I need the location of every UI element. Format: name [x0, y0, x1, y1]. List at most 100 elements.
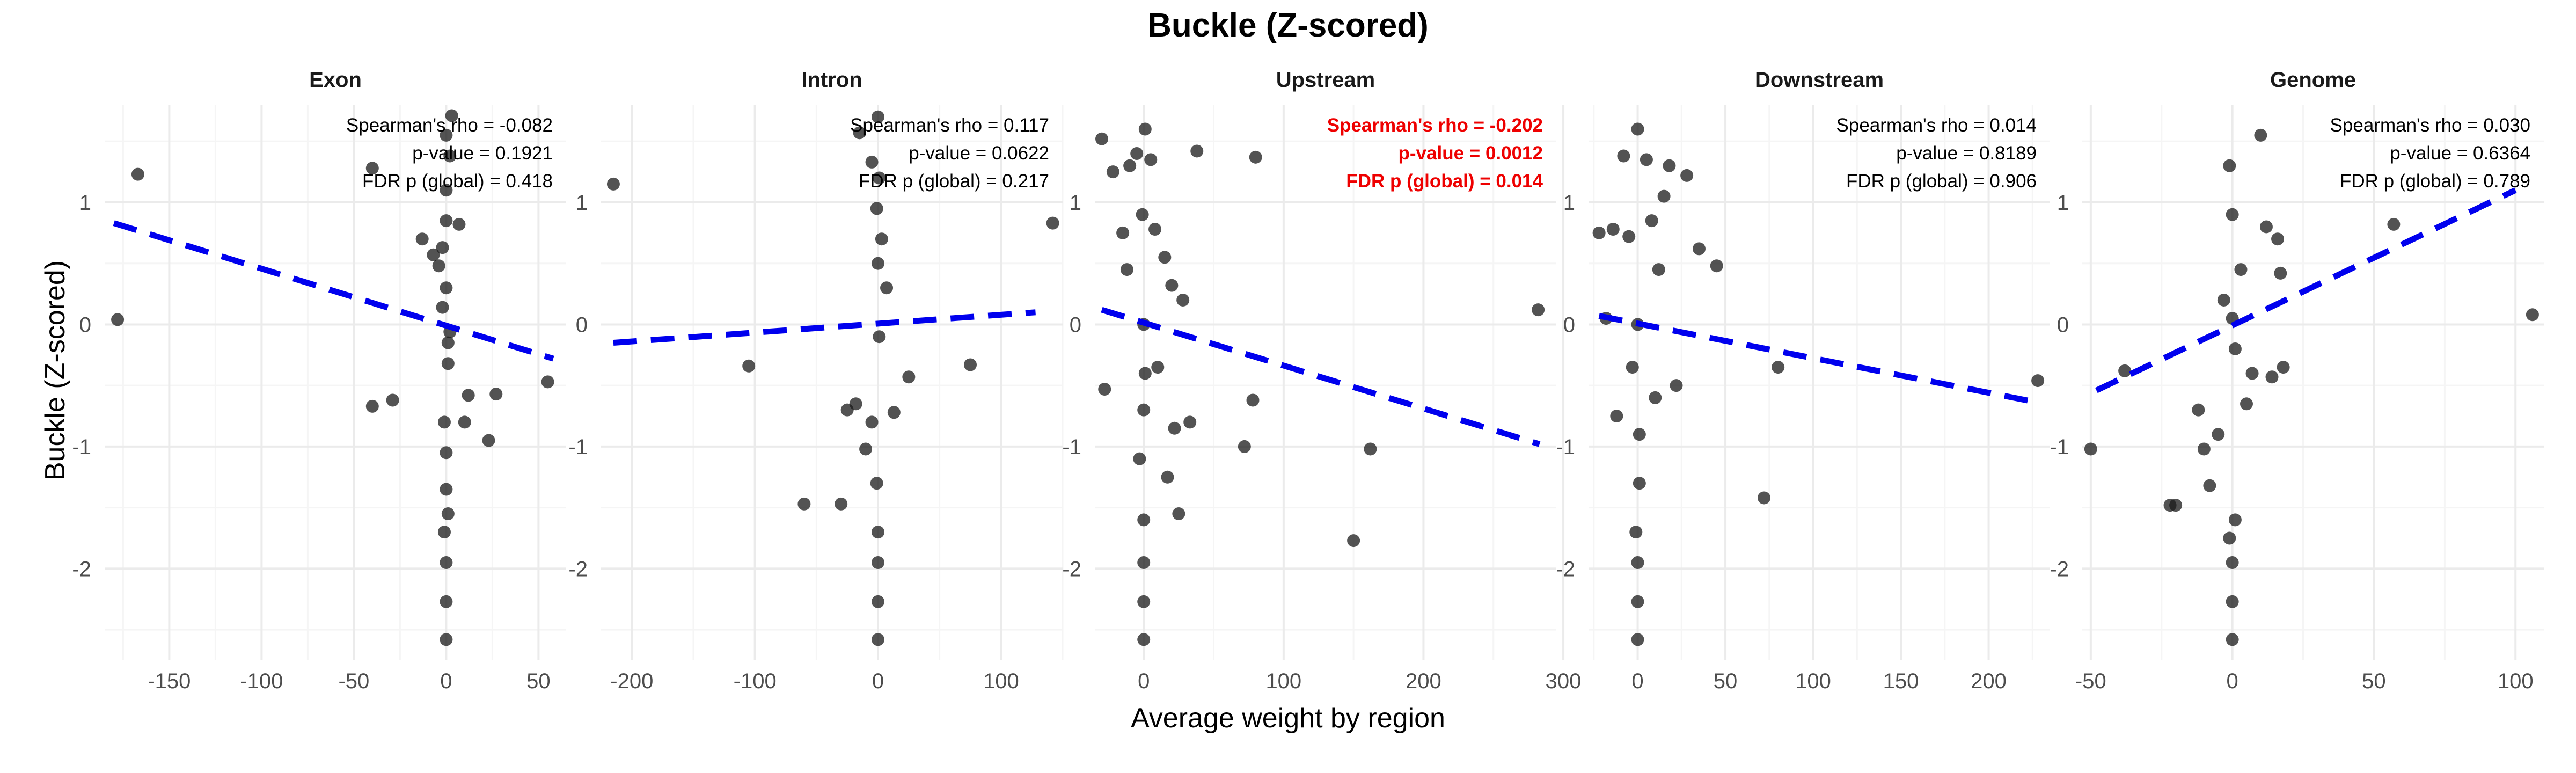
- data-point: [2217, 293, 2230, 307]
- data-point: [1133, 452, 1146, 465]
- data-point: [2197, 442, 2211, 456]
- panel-exon: -150 -100 -50 0 50 -2 -1 0 1 Exon Spearman's rho =…: [72, 68, 566, 693]
- data-point: [1772, 361, 1785, 374]
- data-point: [2259, 220, 2273, 234]
- data-point: [365, 162, 379, 175]
- y-tick-label: -2: [568, 557, 588, 581]
- x-tick-label: 100: [983, 669, 1019, 693]
- data-point: [872, 526, 884, 539]
- data-point: [1626, 361, 1639, 374]
- data-point: [902, 370, 916, 384]
- data-point: [859, 442, 873, 456]
- stats-line: FDR p (global) = 0.014: [1346, 171, 1543, 192]
- y-tick-label: -1: [72, 435, 91, 459]
- data-point: [2228, 513, 2242, 527]
- data-point: [427, 248, 440, 261]
- data-point: [1144, 153, 1158, 166]
- data-point: [1592, 226, 1606, 239]
- data-point: [2277, 361, 2290, 374]
- y-tick-label: 1: [576, 191, 588, 215]
- data-point: [365, 399, 379, 413]
- data-point: [1098, 383, 1111, 396]
- data-point: [441, 357, 455, 370]
- y-tick-label: -1: [1062, 435, 1081, 459]
- data-point: [872, 556, 884, 570]
- data-point: [1165, 279, 1179, 292]
- data-point: [1172, 507, 1185, 521]
- data-point: [2226, 556, 2239, 570]
- data-point: [440, 446, 453, 460]
- facet-title-downstream: Downstream: [1755, 68, 1884, 92]
- data-point: [872, 595, 884, 608]
- data-point: [1631, 633, 1644, 646]
- data-point: [1137, 556, 1151, 570]
- data-point: [415, 232, 429, 246]
- data-point: [437, 415, 451, 429]
- data-point: [440, 184, 453, 197]
- y-tick-label: 1: [1070, 191, 1081, 215]
- stats-line: Spearman's rho = -0.082: [346, 115, 553, 136]
- data-point: [1347, 534, 1360, 548]
- stats-line: p-value = 0.0622: [909, 143, 1049, 164]
- y-tick-label: -2: [1062, 557, 1081, 581]
- y-tick-label: -1: [1556, 435, 1575, 459]
- x-tick-label: 200: [1971, 669, 2007, 693]
- data-point: [1138, 122, 1152, 136]
- data-point: [1640, 153, 1653, 166]
- data-point: [2271, 232, 2285, 246]
- x-tick-label: 50: [2362, 669, 2386, 693]
- stats-line: Spearman's rho = -0.202: [1327, 115, 1543, 136]
- data-point: [2226, 633, 2239, 646]
- data-point: [1046, 216, 1059, 230]
- x-tick-label: 0: [440, 669, 452, 693]
- data-point: [1148, 223, 1162, 236]
- trend-line: [113, 220, 554, 362]
- data-point: [1190, 144, 1204, 158]
- stats-line: p-value = 0.1921: [412, 143, 553, 164]
- y-tick-label: -1: [568, 435, 588, 459]
- stats-line: p-value = 0.0012: [1399, 143, 1543, 164]
- panel-intron: -200 -100 0 100 -2 -1 0 1 Intron Spearman's rho =…: [568, 68, 1064, 693]
- data-point: [440, 483, 453, 496]
- data-point: [873, 171, 886, 185]
- data-point: [2084, 442, 2097, 456]
- x-axis-title: Average weight by region: [1131, 703, 1445, 734]
- data-point: [443, 149, 457, 163]
- x-tick-label: 300: [1546, 669, 1582, 693]
- x-tick-label: 100: [1795, 669, 1831, 693]
- panel-downstream: 0 50 100 150 200 -2 -1 0 1 Downstream Spearman's r…: [1556, 68, 2050, 693]
- data-point: [964, 358, 977, 371]
- trend-line: [2095, 187, 2517, 393]
- data-point: [1633, 477, 1646, 490]
- data-point: [2234, 263, 2248, 276]
- y-tick-label: 1: [79, 191, 91, 215]
- data-point: [482, 434, 495, 447]
- data-point: [440, 128, 453, 142]
- x-tick-label: 200: [1406, 669, 1441, 693]
- data-point: [1120, 263, 1133, 276]
- stats-line: FDR p (global) = 0.217: [859, 171, 1049, 192]
- y-tick-label: 0: [2057, 313, 2069, 337]
- data-point: [2265, 370, 2279, 384]
- x-tick-label: 100: [2498, 669, 2534, 693]
- x-tick-label: 0: [2227, 669, 2238, 693]
- data-point: [1710, 259, 1723, 273]
- panel-genome: -50 0 50 100 -2 -1 0 1 Genome Spearman's rho = 0.…: [2050, 68, 2544, 693]
- data-point: [1238, 440, 1251, 453]
- x-tick-label: 100: [1265, 669, 1301, 693]
- data-point: [386, 393, 399, 407]
- x-tick-label: -100: [734, 669, 777, 693]
- data-point: [1176, 293, 1190, 307]
- data-point: [441, 336, 455, 349]
- y-tick-label: -2: [2050, 557, 2069, 581]
- stats-line: FDR p (global) = 0.789: [2340, 171, 2530, 192]
- y-tick-label: -2: [72, 557, 91, 581]
- data-point: [2387, 217, 2401, 231]
- x-tick-label: -200: [610, 669, 653, 693]
- stats-line: Spearman's rho = 0.030: [2330, 115, 2530, 136]
- stats-line: Spearman's rho = 0.014: [1836, 115, 2037, 136]
- data-point: [1151, 361, 1165, 374]
- figure-title: Buckle (Z-scored): [1147, 7, 1429, 44]
- data-point: [1657, 189, 1671, 203]
